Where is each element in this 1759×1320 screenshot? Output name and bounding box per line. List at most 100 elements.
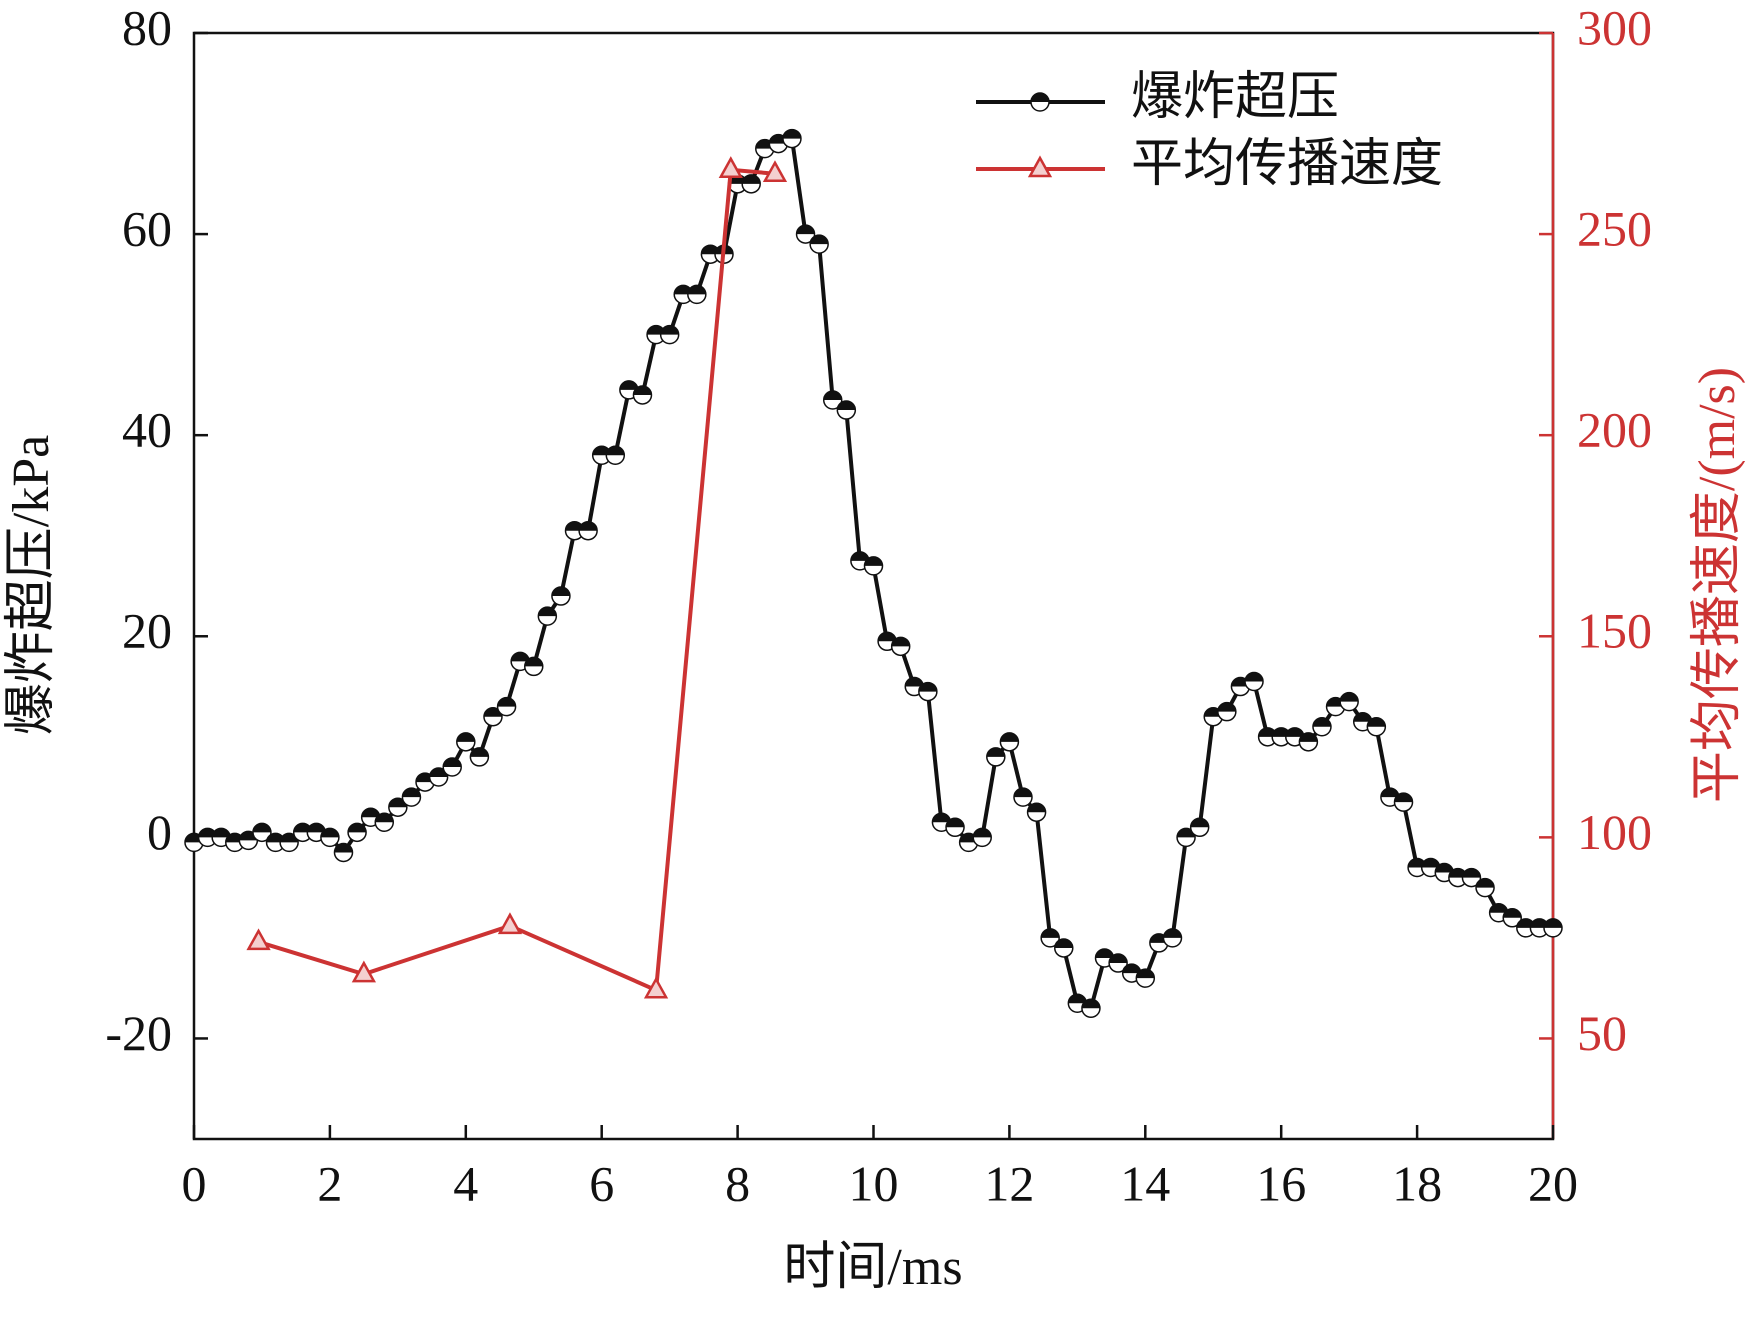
marker-half xyxy=(1068,994,1087,1004)
marker-half xyxy=(1136,969,1155,979)
x-tick-label: 6 xyxy=(589,1155,614,1211)
marker-half xyxy=(456,732,475,742)
marker-half xyxy=(1163,928,1182,938)
legend-marker xyxy=(1030,92,1050,112)
marker-half xyxy=(551,587,570,597)
data-point xyxy=(1162,928,1183,948)
y2-tick-label: 100 xyxy=(1577,804,1652,860)
marker-half xyxy=(402,788,421,798)
data-point xyxy=(863,556,884,576)
marker-half xyxy=(796,225,815,235)
y-tick-label: 60 xyxy=(122,201,172,257)
marker-half xyxy=(497,697,516,707)
marker-half xyxy=(823,390,842,400)
plot-frame xyxy=(192,31,1555,1141)
y2-tick-label: 150 xyxy=(1577,603,1652,659)
y2-tick-label: 250 xyxy=(1577,201,1652,257)
marker-half xyxy=(1109,954,1128,964)
marker-half xyxy=(1394,793,1413,803)
data-point xyxy=(1366,717,1387,737)
marker-half xyxy=(1095,949,1114,959)
data-point xyxy=(1393,792,1414,812)
marker-half xyxy=(1462,868,1481,878)
data-point xyxy=(999,732,1020,752)
data-point xyxy=(836,400,857,420)
x-tick-label: 12 xyxy=(984,1155,1034,1211)
data-point xyxy=(890,636,911,657)
marker-half xyxy=(918,682,937,692)
marker-half xyxy=(742,174,761,184)
data-point xyxy=(564,520,585,541)
data-point xyxy=(279,832,299,853)
marker-half xyxy=(810,235,829,245)
marker-half xyxy=(606,446,625,456)
data-point xyxy=(1312,717,1332,737)
data-point xyxy=(945,817,965,838)
data-point xyxy=(510,651,530,672)
marker-half xyxy=(470,747,489,757)
marker-half xyxy=(252,823,271,833)
marker-half xyxy=(1245,672,1264,682)
data-point xyxy=(197,827,218,848)
marker-half xyxy=(932,813,951,823)
data-point xyxy=(1298,732,1319,752)
marker-half xyxy=(973,828,992,838)
marker-half xyxy=(307,823,326,833)
y2-axis-label: 平均传播速度/(m/s) xyxy=(1689,367,1746,803)
data-point xyxy=(347,822,367,843)
marker-half xyxy=(334,843,353,853)
marker-half xyxy=(1421,858,1440,868)
marker-half xyxy=(1435,863,1454,873)
marker-half xyxy=(891,637,910,647)
marker-half xyxy=(1122,964,1141,974)
data-point xyxy=(1217,701,1237,722)
data-point xyxy=(591,445,612,466)
data-point xyxy=(822,390,843,410)
data-point xyxy=(718,156,743,178)
marker-half xyxy=(361,808,380,818)
data-point xyxy=(877,631,897,652)
data-point xyxy=(1026,802,1047,822)
marker-half xyxy=(1544,918,1562,928)
x-tick-label: 14 xyxy=(1120,1155,1170,1211)
data-point xyxy=(252,822,272,843)
x-axis-label: 时间/ms xyxy=(783,1239,962,1296)
data-point xyxy=(496,696,517,717)
data-point xyxy=(456,732,476,752)
x-tick-label: 10 xyxy=(849,1155,899,1211)
y2-tick-label: 50 xyxy=(1577,1005,1627,1061)
legend-marker xyxy=(1027,155,1053,178)
data-point xyxy=(1339,691,1359,712)
y-tick-label: 0 xyxy=(147,804,172,860)
marker-half xyxy=(864,556,883,566)
data-point xyxy=(551,586,571,606)
data-point xyxy=(497,912,523,935)
marker-half xyxy=(1027,803,1046,813)
marker-half xyxy=(1299,732,1318,742)
y-tick-label: -20 xyxy=(105,1005,172,1061)
y-tick-label: 20 xyxy=(122,603,172,659)
marker-half xyxy=(905,677,924,687)
data-point xyxy=(1176,827,1196,848)
marker-half xyxy=(633,385,652,395)
x-tick-label: 4 xyxy=(453,1155,478,1211)
data-point xyxy=(1189,817,1210,838)
marker-half xyxy=(1380,788,1399,798)
data-point xyxy=(986,747,1006,767)
data-point xyxy=(762,160,788,183)
y2-tick-label: 300 xyxy=(1577,0,1652,55)
data-point xyxy=(1461,867,1482,888)
data-point xyxy=(687,284,707,305)
marker-half xyxy=(946,818,965,828)
data-point xyxy=(659,324,680,345)
marker-half xyxy=(375,813,394,823)
data-point xyxy=(1040,928,1060,948)
marker-half xyxy=(850,551,869,561)
marker-half xyxy=(660,325,679,335)
data-point xyxy=(1054,938,1074,958)
data-point xyxy=(1543,918,1563,938)
marker-half xyxy=(579,521,598,531)
data-point xyxy=(632,385,653,405)
x-tick-label: 20 xyxy=(1528,1155,1578,1211)
